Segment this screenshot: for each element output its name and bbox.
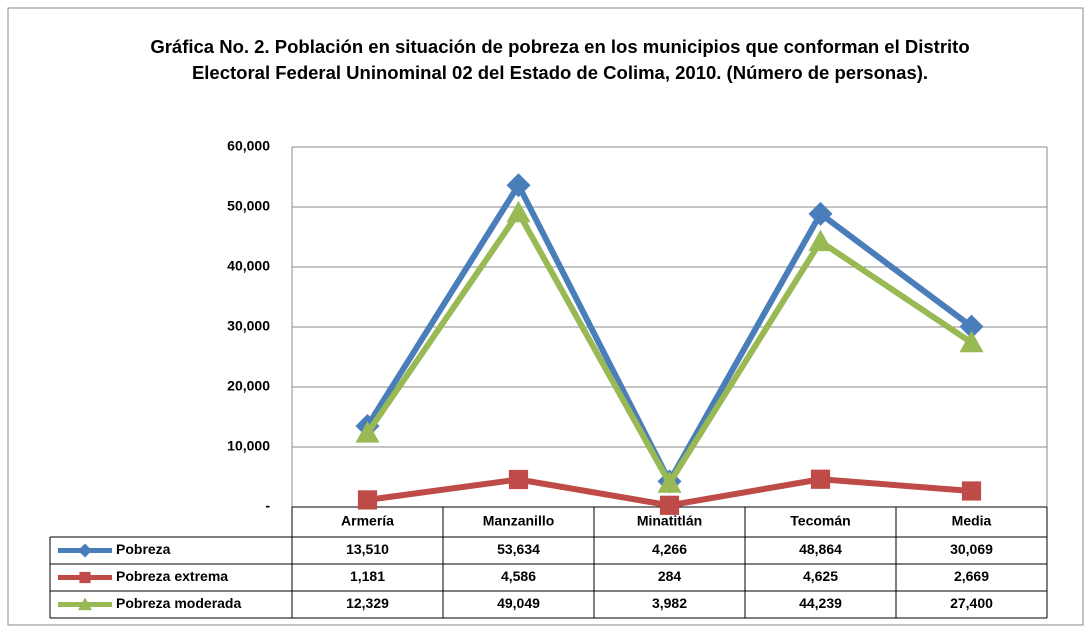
point <box>355 421 380 443</box>
point <box>808 201 833 226</box>
table-value: 30,069 <box>950 541 993 557</box>
legend-label: Pobreza moderada <box>116 595 241 611</box>
x-tick-label: Tecomán <box>790 513 850 529</box>
point <box>659 495 680 515</box>
table-value: 12,329 <box>346 595 389 611</box>
point <box>810 469 831 489</box>
x-tick-label: Armería <box>341 513 394 529</box>
y-tick-label: 40,000 <box>227 258 270 274</box>
point <box>78 543 92 558</box>
table-value: 4,625 <box>803 568 838 584</box>
point <box>357 490 378 510</box>
table-value: 44,239 <box>799 595 842 611</box>
table-value: 3,982 <box>652 595 687 611</box>
chart-title: Gráfica No. 2. Población en situación de… <box>150 36 970 83</box>
table-value: 49,049 <box>497 595 540 611</box>
chart-frame <box>7 7 1084 626</box>
point <box>508 469 529 490</box>
y-tick-label: 10,000 <box>227 438 270 454</box>
table-value: 1,181 <box>350 568 385 584</box>
y-tick-label: 20,000 <box>227 378 270 394</box>
table-value: 2,669 <box>954 568 989 584</box>
table-value: 48,864 <box>799 541 842 557</box>
x-tick-label: Media <box>952 513 992 529</box>
table-value: 53,634 <box>497 541 540 557</box>
y-tick-label: 30,000 <box>227 318 270 334</box>
y-tick-label: 50,000 <box>227 198 270 214</box>
point <box>506 200 531 223</box>
table-value: 13,510 <box>346 541 389 557</box>
table-value: 4,266 <box>652 541 687 557</box>
table-value: 284 <box>658 568 682 584</box>
y-tick-label: 60,000 <box>227 138 270 154</box>
point <box>959 314 984 339</box>
point <box>506 173 531 198</box>
table-value: 27,400 <box>950 595 993 611</box>
legend-label: Pobreza <box>116 541 171 557</box>
point <box>959 330 984 353</box>
y-tick-label: - <box>265 498 270 514</box>
x-tick-label: Manzanillo <box>483 513 555 529</box>
point <box>78 597 92 611</box>
point <box>961 481 982 501</box>
x-tick-label: Minatitlán <box>637 513 702 529</box>
point <box>808 229 833 252</box>
point <box>657 471 682 493</box>
point <box>79 571 91 584</box>
legend-label: Pobreza extrema <box>116 568 228 584</box>
table-value: 4,586 <box>501 568 536 584</box>
